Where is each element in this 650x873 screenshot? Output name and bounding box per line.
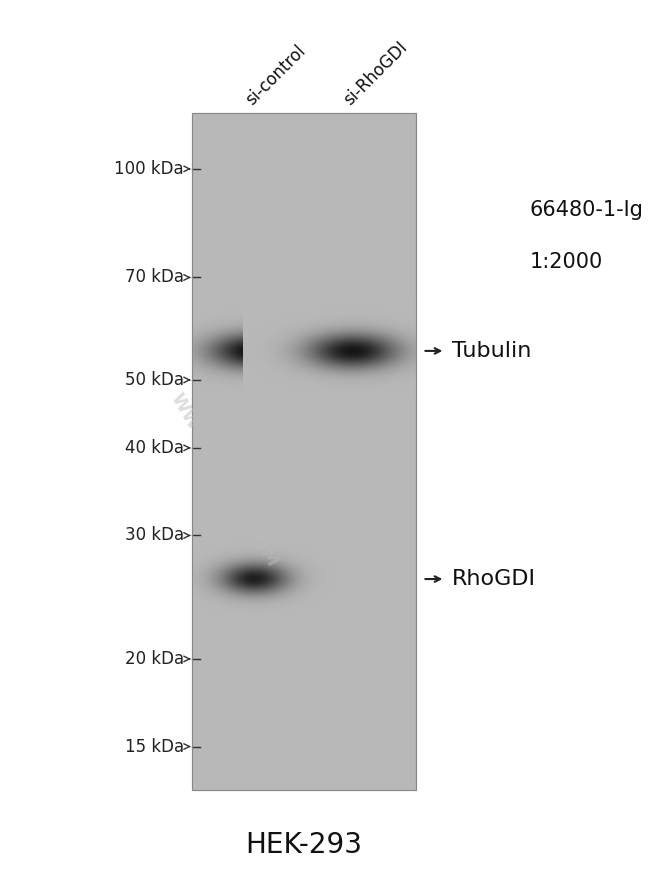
- Text: 70 kDa: 70 kDa: [125, 269, 184, 286]
- Text: si-RhoGDI: si-RhoGDI: [341, 38, 411, 109]
- Text: WWW.PTGLAB.COM: WWW.PTGLAB.COM: [167, 390, 281, 570]
- Text: Tubulin: Tubulin: [452, 341, 531, 361]
- Text: 15 kDa: 15 kDa: [125, 738, 184, 755]
- Text: 50 kDa: 50 kDa: [125, 371, 184, 389]
- Text: 1:2000: 1:2000: [530, 252, 603, 272]
- Text: RhoGDI: RhoGDI: [452, 569, 536, 589]
- Text: 40 kDa: 40 kDa: [125, 439, 184, 457]
- Bar: [192, 113, 416, 790]
- Text: si-control: si-control: [242, 42, 309, 109]
- Text: 66480-1-Ig: 66480-1-Ig: [530, 200, 644, 219]
- Bar: [192, 113, 416, 790]
- Text: 100 kDa: 100 kDa: [114, 160, 184, 178]
- Text: 30 kDa: 30 kDa: [125, 526, 184, 545]
- Text: 20 kDa: 20 kDa: [125, 650, 184, 668]
- Text: HEK-293: HEK-293: [246, 831, 363, 859]
